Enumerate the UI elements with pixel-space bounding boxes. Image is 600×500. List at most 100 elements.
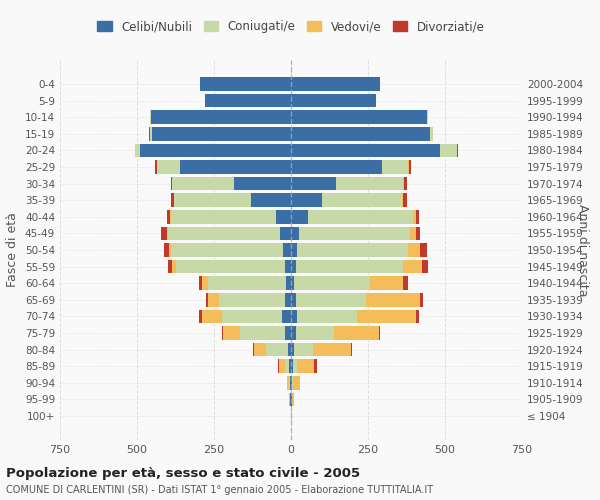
Bar (275, 210, 291, 224)
Bar (291, 276, 294, 290)
Bar (208, 293, 218, 306)
Bar (291, 310, 297, 323)
Bar (290, 376, 291, 390)
Bar (404, 177, 407, 190)
Bar (335, 177, 403, 190)
Legend: Celibi/Nubili, Coniugati/e, Vedovi/e, Divorziati/e: Celibi/Nubili, Coniugati/e, Vedovi/e, Di… (94, 16, 488, 36)
Bar (291, 110, 427, 124)
Bar (402, 194, 403, 207)
Bar (291, 376, 292, 390)
Bar (289, 376, 290, 390)
Bar (291, 226, 299, 240)
Bar (199, 310, 202, 323)
Bar (294, 343, 313, 356)
Bar (291, 260, 296, 274)
Bar (150, 127, 152, 140)
Bar (291, 210, 308, 224)
Bar (286, 276, 291, 290)
Bar (416, 210, 419, 224)
Bar (282, 310, 291, 323)
Bar (421, 243, 427, 257)
Bar (427, 110, 428, 124)
Bar (382, 160, 408, 174)
Y-axis label: Anni di nascita: Anni di nascita (576, 204, 589, 296)
Bar (135, 144, 136, 157)
Bar (285, 360, 289, 373)
Bar (297, 310, 357, 323)
Bar (278, 360, 285, 373)
Bar (291, 94, 376, 108)
Bar (218, 293, 285, 306)
Bar (291, 144, 440, 157)
Bar (413, 210, 416, 224)
Bar (202, 276, 208, 290)
Bar (291, 409, 292, 422)
Bar (314, 360, 317, 373)
Bar (351, 343, 352, 356)
Bar (421, 293, 424, 306)
Bar (296, 293, 367, 306)
Bar (296, 260, 403, 274)
Bar (167, 210, 170, 224)
Bar (202, 310, 222, 323)
Bar (285, 260, 291, 274)
Bar (440, 144, 457, 157)
Bar (172, 177, 234, 190)
Bar (291, 177, 335, 190)
Bar (150, 110, 151, 124)
Bar (266, 343, 288, 356)
Bar (254, 343, 266, 356)
Bar (289, 360, 291, 373)
Bar (296, 326, 334, 340)
Bar (379, 326, 380, 340)
Bar (292, 392, 294, 406)
Bar (416, 226, 421, 240)
Bar (222, 326, 223, 340)
Bar (293, 360, 297, 373)
Bar (155, 160, 157, 174)
Bar (206, 293, 208, 306)
Bar (280, 226, 291, 240)
Bar (457, 144, 458, 157)
Bar (403, 194, 407, 207)
Bar (313, 343, 351, 356)
Bar (172, 194, 174, 207)
Bar (136, 144, 140, 157)
Bar (168, 260, 172, 274)
Bar (151, 110, 291, 124)
Bar (293, 376, 299, 390)
Bar (171, 210, 275, 224)
Bar (297, 360, 314, 373)
Bar (299, 376, 300, 390)
Bar (291, 243, 297, 257)
Bar (299, 226, 410, 240)
Bar (297, 243, 408, 257)
Bar (408, 160, 409, 174)
Bar (403, 177, 404, 190)
Bar (251, 194, 291, 207)
Bar (167, 226, 168, 240)
Bar (291, 326, 296, 340)
Bar (291, 78, 380, 91)
Bar (140, 144, 291, 157)
Bar (175, 260, 285, 274)
Bar (253, 343, 254, 356)
Bar (291, 127, 430, 140)
Bar (240, 326, 285, 340)
Bar (180, 160, 291, 174)
Bar (422, 260, 428, 274)
Bar (157, 160, 180, 174)
Bar (170, 210, 171, 224)
Bar (171, 243, 283, 257)
Bar (152, 127, 291, 140)
Bar (291, 360, 293, 373)
Bar (334, 326, 379, 340)
Bar (172, 260, 176, 274)
Bar (294, 276, 370, 290)
Bar (322, 194, 402, 207)
Bar (403, 276, 408, 290)
Bar (289, 392, 290, 406)
Bar (285, 326, 291, 340)
Bar (199, 276, 202, 290)
Y-axis label: Fasce di età: Fasce di età (7, 212, 19, 288)
